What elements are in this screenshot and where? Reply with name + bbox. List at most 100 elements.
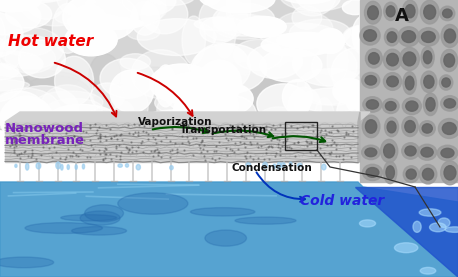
Ellipse shape xyxy=(238,97,282,132)
Point xyxy=(154,132,161,137)
Ellipse shape xyxy=(276,62,309,101)
Ellipse shape xyxy=(403,52,416,66)
Point xyxy=(97,134,104,138)
Ellipse shape xyxy=(403,0,418,22)
Point xyxy=(127,139,135,144)
Ellipse shape xyxy=(444,99,456,108)
Point xyxy=(33,157,40,161)
Point xyxy=(246,131,254,135)
Ellipse shape xyxy=(236,116,276,129)
Ellipse shape xyxy=(306,83,341,113)
Point xyxy=(247,142,254,147)
Point xyxy=(117,150,124,155)
Ellipse shape xyxy=(406,101,418,111)
Point xyxy=(185,130,193,135)
Text: Hot water: Hot water xyxy=(8,34,93,49)
Ellipse shape xyxy=(0,13,5,60)
Point xyxy=(110,133,117,138)
Point xyxy=(294,126,301,130)
Ellipse shape xyxy=(403,166,419,183)
Point xyxy=(178,134,185,138)
Ellipse shape xyxy=(111,83,148,130)
Ellipse shape xyxy=(386,166,394,179)
Ellipse shape xyxy=(281,74,344,98)
Point xyxy=(10,130,17,134)
Ellipse shape xyxy=(242,98,282,141)
Point xyxy=(82,130,90,134)
Ellipse shape xyxy=(0,257,54,268)
Point xyxy=(174,150,181,155)
Ellipse shape xyxy=(191,208,255,216)
Ellipse shape xyxy=(158,96,245,129)
Ellipse shape xyxy=(0,98,78,113)
Point xyxy=(169,127,176,131)
Ellipse shape xyxy=(422,168,434,180)
Ellipse shape xyxy=(322,164,326,170)
Ellipse shape xyxy=(0,72,35,113)
Point xyxy=(226,147,233,152)
Point xyxy=(108,135,115,140)
Ellipse shape xyxy=(422,124,432,133)
Point xyxy=(318,128,325,132)
Point xyxy=(112,154,120,158)
Point xyxy=(167,139,174,143)
Point xyxy=(16,138,24,143)
Point xyxy=(97,132,104,137)
Point xyxy=(28,147,36,152)
Point xyxy=(216,140,223,145)
Point xyxy=(272,126,279,131)
Ellipse shape xyxy=(290,0,336,16)
Point xyxy=(278,133,285,137)
Point xyxy=(299,124,306,129)
Point xyxy=(139,150,147,154)
Point xyxy=(246,153,253,158)
Point xyxy=(162,135,169,139)
Ellipse shape xyxy=(110,70,153,113)
Point xyxy=(71,134,78,138)
Ellipse shape xyxy=(398,27,420,47)
Point xyxy=(253,141,261,145)
Ellipse shape xyxy=(150,94,186,131)
Point xyxy=(274,137,281,142)
Point xyxy=(284,137,291,141)
Point xyxy=(283,139,290,143)
Ellipse shape xyxy=(1,75,34,113)
Ellipse shape xyxy=(361,145,380,160)
Point xyxy=(24,154,32,158)
Ellipse shape xyxy=(5,43,55,73)
Point xyxy=(112,143,120,148)
Ellipse shape xyxy=(312,46,357,88)
Point xyxy=(108,157,115,161)
Ellipse shape xyxy=(283,79,312,114)
Ellipse shape xyxy=(84,0,123,30)
Ellipse shape xyxy=(383,73,402,90)
Point xyxy=(307,140,315,145)
Point xyxy=(118,138,125,142)
Point xyxy=(83,155,90,159)
Point xyxy=(57,156,64,161)
Point xyxy=(255,145,262,149)
Point xyxy=(81,138,88,142)
Point xyxy=(294,140,301,145)
Point xyxy=(211,149,218,153)
Ellipse shape xyxy=(438,119,458,138)
Ellipse shape xyxy=(0,70,80,88)
Ellipse shape xyxy=(0,85,63,104)
Point xyxy=(102,152,109,157)
Ellipse shape xyxy=(210,63,286,89)
Ellipse shape xyxy=(405,146,416,156)
Point xyxy=(74,154,82,158)
Ellipse shape xyxy=(275,103,314,121)
Ellipse shape xyxy=(100,58,154,98)
Ellipse shape xyxy=(343,25,383,48)
Point xyxy=(139,129,147,134)
Ellipse shape xyxy=(444,54,455,67)
Point xyxy=(184,134,191,139)
Ellipse shape xyxy=(113,101,135,136)
Ellipse shape xyxy=(56,0,97,16)
Point xyxy=(335,154,342,159)
Point xyxy=(230,150,237,155)
Ellipse shape xyxy=(36,91,103,114)
Ellipse shape xyxy=(362,72,380,88)
Point xyxy=(287,146,294,150)
